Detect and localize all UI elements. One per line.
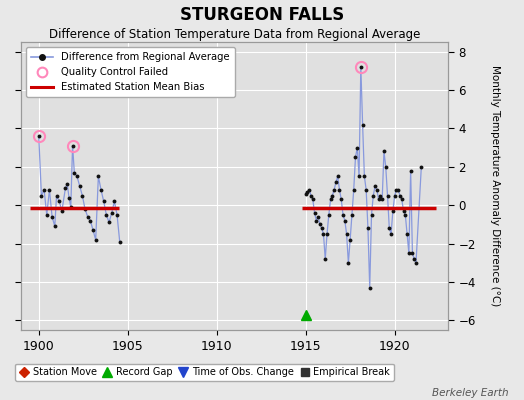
- Legend: Station Move, Record Gap, Time of Obs. Change, Empirical Break: Station Move, Record Gap, Time of Obs. C…: [15, 364, 394, 381]
- Text: STURGEON FALLS: STURGEON FALLS: [180, 6, 344, 24]
- Title: Difference of Station Temperature Data from Regional Average: Difference of Station Temperature Data f…: [49, 28, 420, 41]
- Text: Berkeley Earth: Berkeley Earth: [432, 388, 508, 398]
- Y-axis label: Monthly Temperature Anomaly Difference (°C): Monthly Temperature Anomaly Difference (…: [490, 65, 500, 307]
